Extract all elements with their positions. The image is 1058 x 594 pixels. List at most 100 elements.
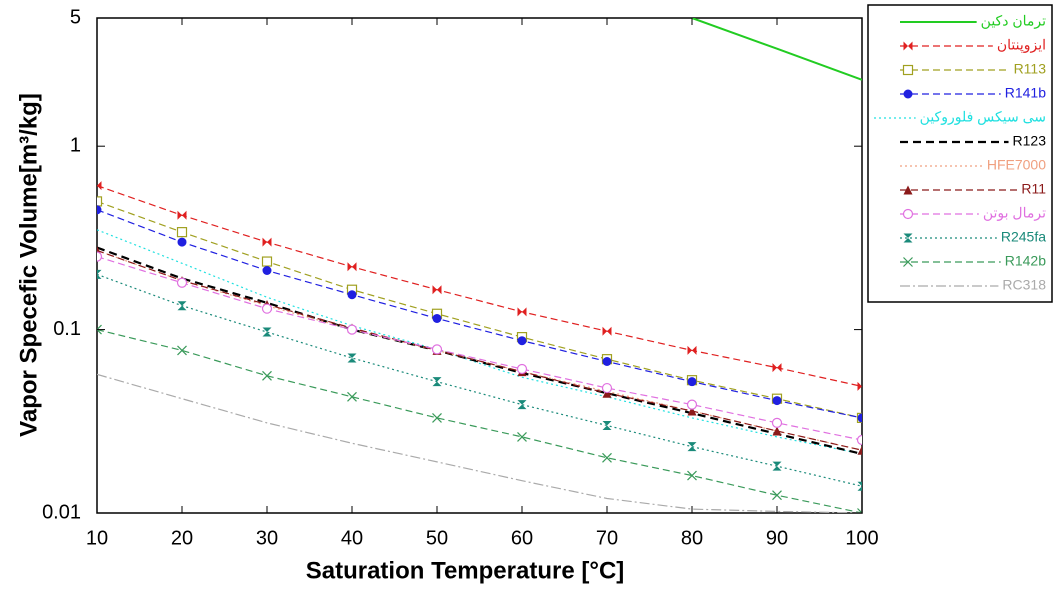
legend-label: ترمان دکین bbox=[981, 13, 1046, 30]
data-point bbox=[262, 237, 272, 247]
data-point bbox=[97, 324, 102, 335]
legend-label: ترمال بوتن bbox=[983, 205, 1046, 222]
data-point bbox=[261, 256, 273, 267]
data-point bbox=[602, 452, 612, 463]
data-point bbox=[432, 285, 442, 295]
series-line bbox=[97, 229, 862, 455]
x-tick-label: 60 bbox=[511, 527, 533, 549]
data-point bbox=[176, 277, 188, 288]
data-point bbox=[687, 345, 697, 355]
legend-label: R245fa bbox=[1001, 229, 1046, 245]
data-point bbox=[602, 326, 612, 336]
legend-marker bbox=[903, 233, 913, 243]
data-point bbox=[177, 345, 187, 356]
data-point bbox=[262, 327, 272, 337]
data-point bbox=[517, 431, 527, 442]
plot-frame bbox=[96, 17, 863, 514]
data-point bbox=[856, 434, 862, 446]
series-line bbox=[97, 373, 862, 513]
legend-label: RC318 bbox=[1002, 277, 1046, 293]
data-point bbox=[97, 196, 103, 207]
series-line bbox=[97, 249, 862, 451]
y-tick-label: 0.01 bbox=[42, 501, 81, 523]
data-point bbox=[432, 412, 442, 423]
data-point bbox=[347, 262, 357, 272]
data-point bbox=[857, 413, 862, 423]
x-tick-label: 40 bbox=[341, 527, 363, 549]
y-tick-label: 1 bbox=[70, 134, 81, 156]
series-line bbox=[97, 246, 862, 455]
data-point bbox=[602, 388, 612, 398]
series-line bbox=[97, 256, 862, 441]
legend-marker bbox=[903, 89, 913, 99]
data-point bbox=[347, 391, 357, 402]
data-point bbox=[601, 382, 613, 394]
data-point bbox=[97, 269, 102, 279]
data-point bbox=[177, 237, 187, 247]
data-point bbox=[602, 420, 612, 430]
data-point bbox=[772, 490, 782, 501]
x-tick-label: 50 bbox=[426, 527, 448, 549]
data-point bbox=[772, 363, 782, 373]
x-tick-label: 70 bbox=[596, 527, 618, 549]
y-tick-label: 5 bbox=[70, 6, 81, 28]
data-point bbox=[687, 406, 697, 416]
x-tick-label: 20 bbox=[171, 527, 193, 549]
legend-label: R11 bbox=[1021, 181, 1046, 197]
legend-marker bbox=[903, 41, 913, 51]
legend-label: سی سیکس فلوروکین bbox=[920, 109, 1046, 126]
data-point bbox=[176, 227, 188, 238]
data-point bbox=[97, 181, 102, 191]
data-point bbox=[687, 470, 697, 481]
series-line bbox=[97, 200, 862, 419]
legend-label: R123 bbox=[1013, 133, 1047, 149]
data-point bbox=[262, 266, 272, 276]
series-line bbox=[691, 18, 862, 81]
data-point bbox=[517, 400, 527, 410]
x-tick-label: 10 bbox=[86, 527, 108, 549]
data-point bbox=[771, 417, 783, 428]
data-point bbox=[347, 353, 357, 363]
y-tick-label: 0.1 bbox=[53, 318, 81, 340]
x-tick-label: 100 bbox=[845, 527, 878, 549]
data-point bbox=[432, 313, 442, 323]
data-point bbox=[686, 399, 698, 410]
data-point bbox=[857, 445, 862, 455]
data-point bbox=[772, 396, 782, 406]
legend-marker bbox=[903, 185, 913, 195]
data-point bbox=[857, 381, 862, 391]
legend-marker bbox=[902, 64, 914, 76]
data-point bbox=[687, 442, 697, 452]
data-point bbox=[431, 344, 443, 355]
data-point bbox=[517, 307, 527, 317]
data-point bbox=[347, 290, 357, 300]
x-tick-label: 90 bbox=[766, 527, 788, 549]
series-line bbox=[97, 273, 862, 487]
data-point bbox=[602, 356, 612, 366]
data-point bbox=[517, 336, 527, 346]
series-line bbox=[97, 209, 862, 419]
data-point bbox=[687, 377, 697, 387]
data-point bbox=[346, 324, 358, 335]
series-line bbox=[97, 329, 862, 513]
data-point bbox=[177, 301, 187, 311]
series-line bbox=[97, 184, 862, 388]
x-tick-label: 30 bbox=[256, 527, 278, 549]
data-point bbox=[516, 363, 528, 375]
legend-label: R141b bbox=[1005, 85, 1046, 101]
data-point bbox=[857, 508, 862, 513]
x-axis-title: Saturation Temperature [°C] bbox=[306, 557, 625, 584]
data-point bbox=[262, 370, 272, 381]
data-point bbox=[177, 210, 187, 220]
legend-label: HFE7000 bbox=[987, 157, 1046, 173]
legend-label: R142b bbox=[1005, 253, 1046, 269]
data-point bbox=[97, 205, 102, 215]
y-axis-title: Vapor Specefic Volume[m³/kg] bbox=[15, 93, 42, 437]
legend-label: R113 bbox=[1014, 61, 1047, 77]
data-point bbox=[857, 481, 862, 491]
data-point bbox=[772, 461, 782, 471]
legend-label: ایزوپنتان bbox=[997, 37, 1046, 54]
data-point bbox=[261, 303, 273, 314]
